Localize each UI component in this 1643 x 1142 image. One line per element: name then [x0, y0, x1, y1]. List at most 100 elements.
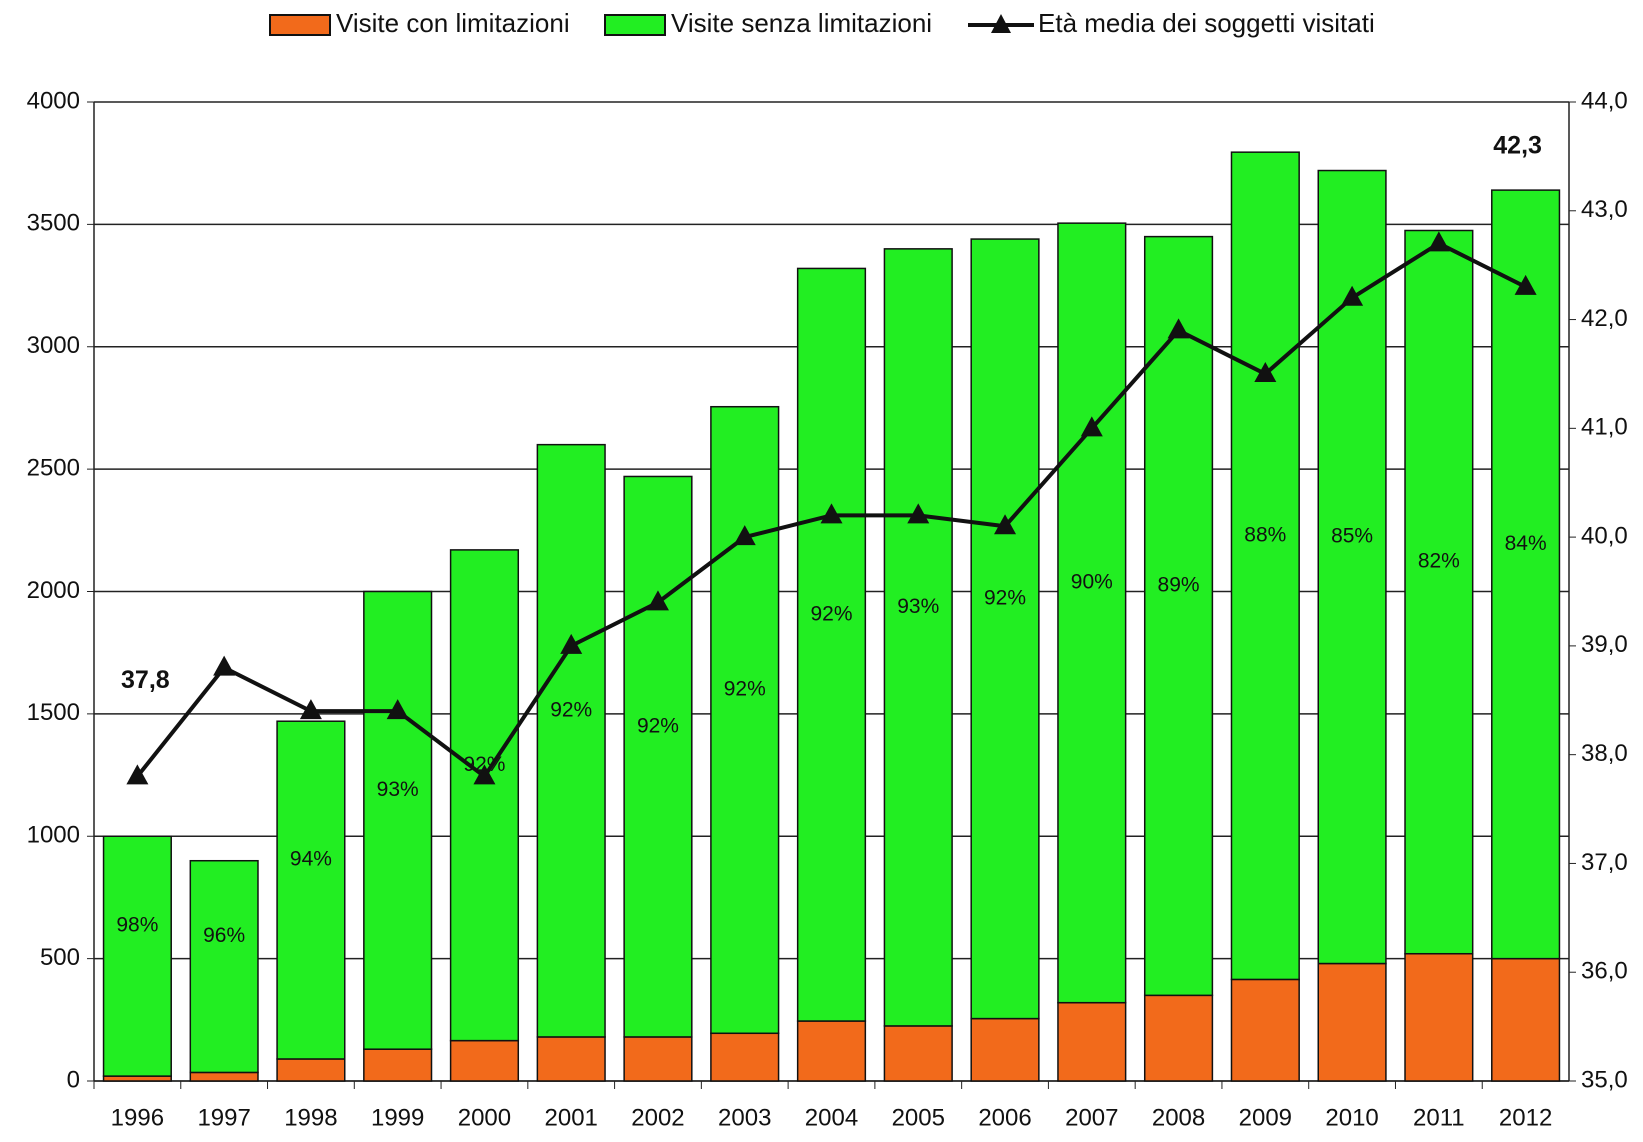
percent-label: 84%: [1505, 532, 1547, 555]
y2-tick-label: 42,0: [1581, 305, 1628, 332]
bar-segment: [189, 859, 259, 1074]
x-tick-label: 1999: [371, 1104, 424, 1131]
bar-segment: [1143, 235, 1214, 997]
x-tick-label: 2007: [1065, 1104, 1118, 1131]
line-marker: [299, 699, 322, 720]
bar-segment: [276, 1058, 346, 1082]
percent-label: 92%: [550, 698, 592, 721]
line-marker: [1254, 361, 1277, 382]
line-marker: [1167, 318, 1190, 339]
bar-segment: [1230, 151, 1300, 981]
line-marker: [994, 514, 1017, 535]
percent-label: 98%: [116, 914, 158, 937]
legend-label: Visite senza limitazioni: [671, 8, 932, 38]
bar-segment: [536, 1036, 606, 1082]
bar-segment: [276, 720, 346, 1060]
x-tick-label: 1996: [111, 1104, 164, 1131]
bar-segment: [363, 590, 433, 1050]
bar-segment: [970, 1017, 1040, 1082]
x-tick-label: 2006: [978, 1104, 1031, 1131]
y-tick-label: 1000: [27, 822, 80, 849]
bar-segment: [536, 443, 606, 1038]
y2-tick-label: 40,0: [1581, 522, 1628, 549]
legend-swatch: [604, 14, 666, 36]
value-label: 42,3: [1493, 132, 1542, 160]
x-tick-label: 2008: [1152, 1104, 1205, 1131]
x-tick-label: 2010: [1325, 1104, 1378, 1131]
bar-segment: [102, 835, 172, 1077]
y-tick-label: 2500: [27, 454, 80, 481]
x-tick-label: 2011: [1413, 1104, 1465, 1131]
y-tick-label: 3500: [27, 210, 80, 237]
x-tick-label: 2002: [631, 1104, 684, 1131]
value-label: 37,8: [121, 666, 170, 694]
bar-segment: [1057, 222, 1127, 1004]
bar-segment: [1491, 189, 1561, 960]
line-marker: [820, 503, 843, 524]
y2-tick-label: 38,0: [1581, 740, 1628, 767]
y-tick-label: 4000: [27, 87, 80, 114]
bar-segment: [449, 549, 520, 1042]
y2-tick-label: 35,0: [1581, 1066, 1628, 1093]
bar-segment: [1491, 957, 1561, 1082]
legend-label: Visite con limitazioni: [336, 8, 570, 38]
bar-segment: [796, 267, 867, 1022]
x-tick-label: 2003: [718, 1104, 771, 1131]
x-tick-label: 1998: [284, 1104, 337, 1131]
y2-tick-label: 43,0: [1581, 196, 1628, 223]
bar-segment: [883, 248, 953, 1027]
y-tick-label: 500: [40, 944, 80, 971]
y2-tick-label: 41,0: [1581, 414, 1628, 441]
line-marker: [126, 764, 149, 785]
y2-tick-label: 44,0: [1581, 87, 1628, 114]
percent-label: 85%: [1331, 525, 1373, 548]
percent-label: 94%: [290, 848, 332, 871]
y2-tick-label: 37,0: [1581, 849, 1628, 876]
x-tick-label: 2000: [458, 1104, 511, 1131]
line-marker: [386, 699, 409, 720]
percent-label: 88%: [1244, 523, 1286, 546]
percent-label: 92%: [810, 602, 852, 625]
percent-label: 92%: [637, 714, 679, 737]
bar-segment: [449, 1039, 520, 1082]
line-marker: [1341, 285, 1364, 306]
line-marker: [1514, 274, 1537, 295]
bar-segment: [796, 1020, 867, 1082]
line-marker: [907, 503, 930, 524]
x-tick-label: 1997: [197, 1104, 250, 1131]
bar-segment: [1230, 978, 1300, 1082]
percent-label: 93%: [377, 778, 419, 801]
percent-label: 92%: [724, 678, 766, 701]
line-marker: [733, 525, 756, 546]
bar-segment: [710, 1032, 780, 1082]
bar-segment: [1404, 229, 1474, 955]
percent-label: 93%: [897, 595, 939, 618]
bar-segment: [1143, 994, 1214, 1082]
percent-label: 90%: [1071, 570, 1113, 593]
bar-segment: [623, 1036, 693, 1082]
x-tick-label: 2005: [892, 1104, 945, 1131]
legend-swatch: [269, 14, 331, 36]
line-marker: [646, 590, 669, 611]
line-marker: [1427, 231, 1450, 252]
percent-label: 92%: [984, 586, 1026, 609]
percent-label: 82%: [1418, 550, 1460, 573]
y2-tick-label: 39,0: [1581, 631, 1628, 658]
x-tick-label: 2004: [805, 1104, 858, 1131]
line-marker: [473, 764, 496, 785]
y-tick-label: 3000: [27, 332, 80, 359]
legend-marker: [991, 14, 1011, 33]
bar-segment: [1317, 962, 1387, 1082]
y-tick-label: 0: [67, 1066, 80, 1093]
x-tick-label: 2012: [1499, 1104, 1552, 1131]
line-marker: [213, 655, 236, 676]
bar-segment: [363, 1048, 433, 1082]
y-tick-label: 2000: [27, 577, 80, 604]
percent-label: 96%: [203, 924, 245, 947]
bar-segment: [1404, 952, 1474, 1082]
percent-label: 89%: [1158, 574, 1200, 597]
bar-segment: [710, 405, 780, 1035]
bar-segment: [623, 475, 693, 1038]
bar-segment: [1057, 1001, 1127, 1082]
